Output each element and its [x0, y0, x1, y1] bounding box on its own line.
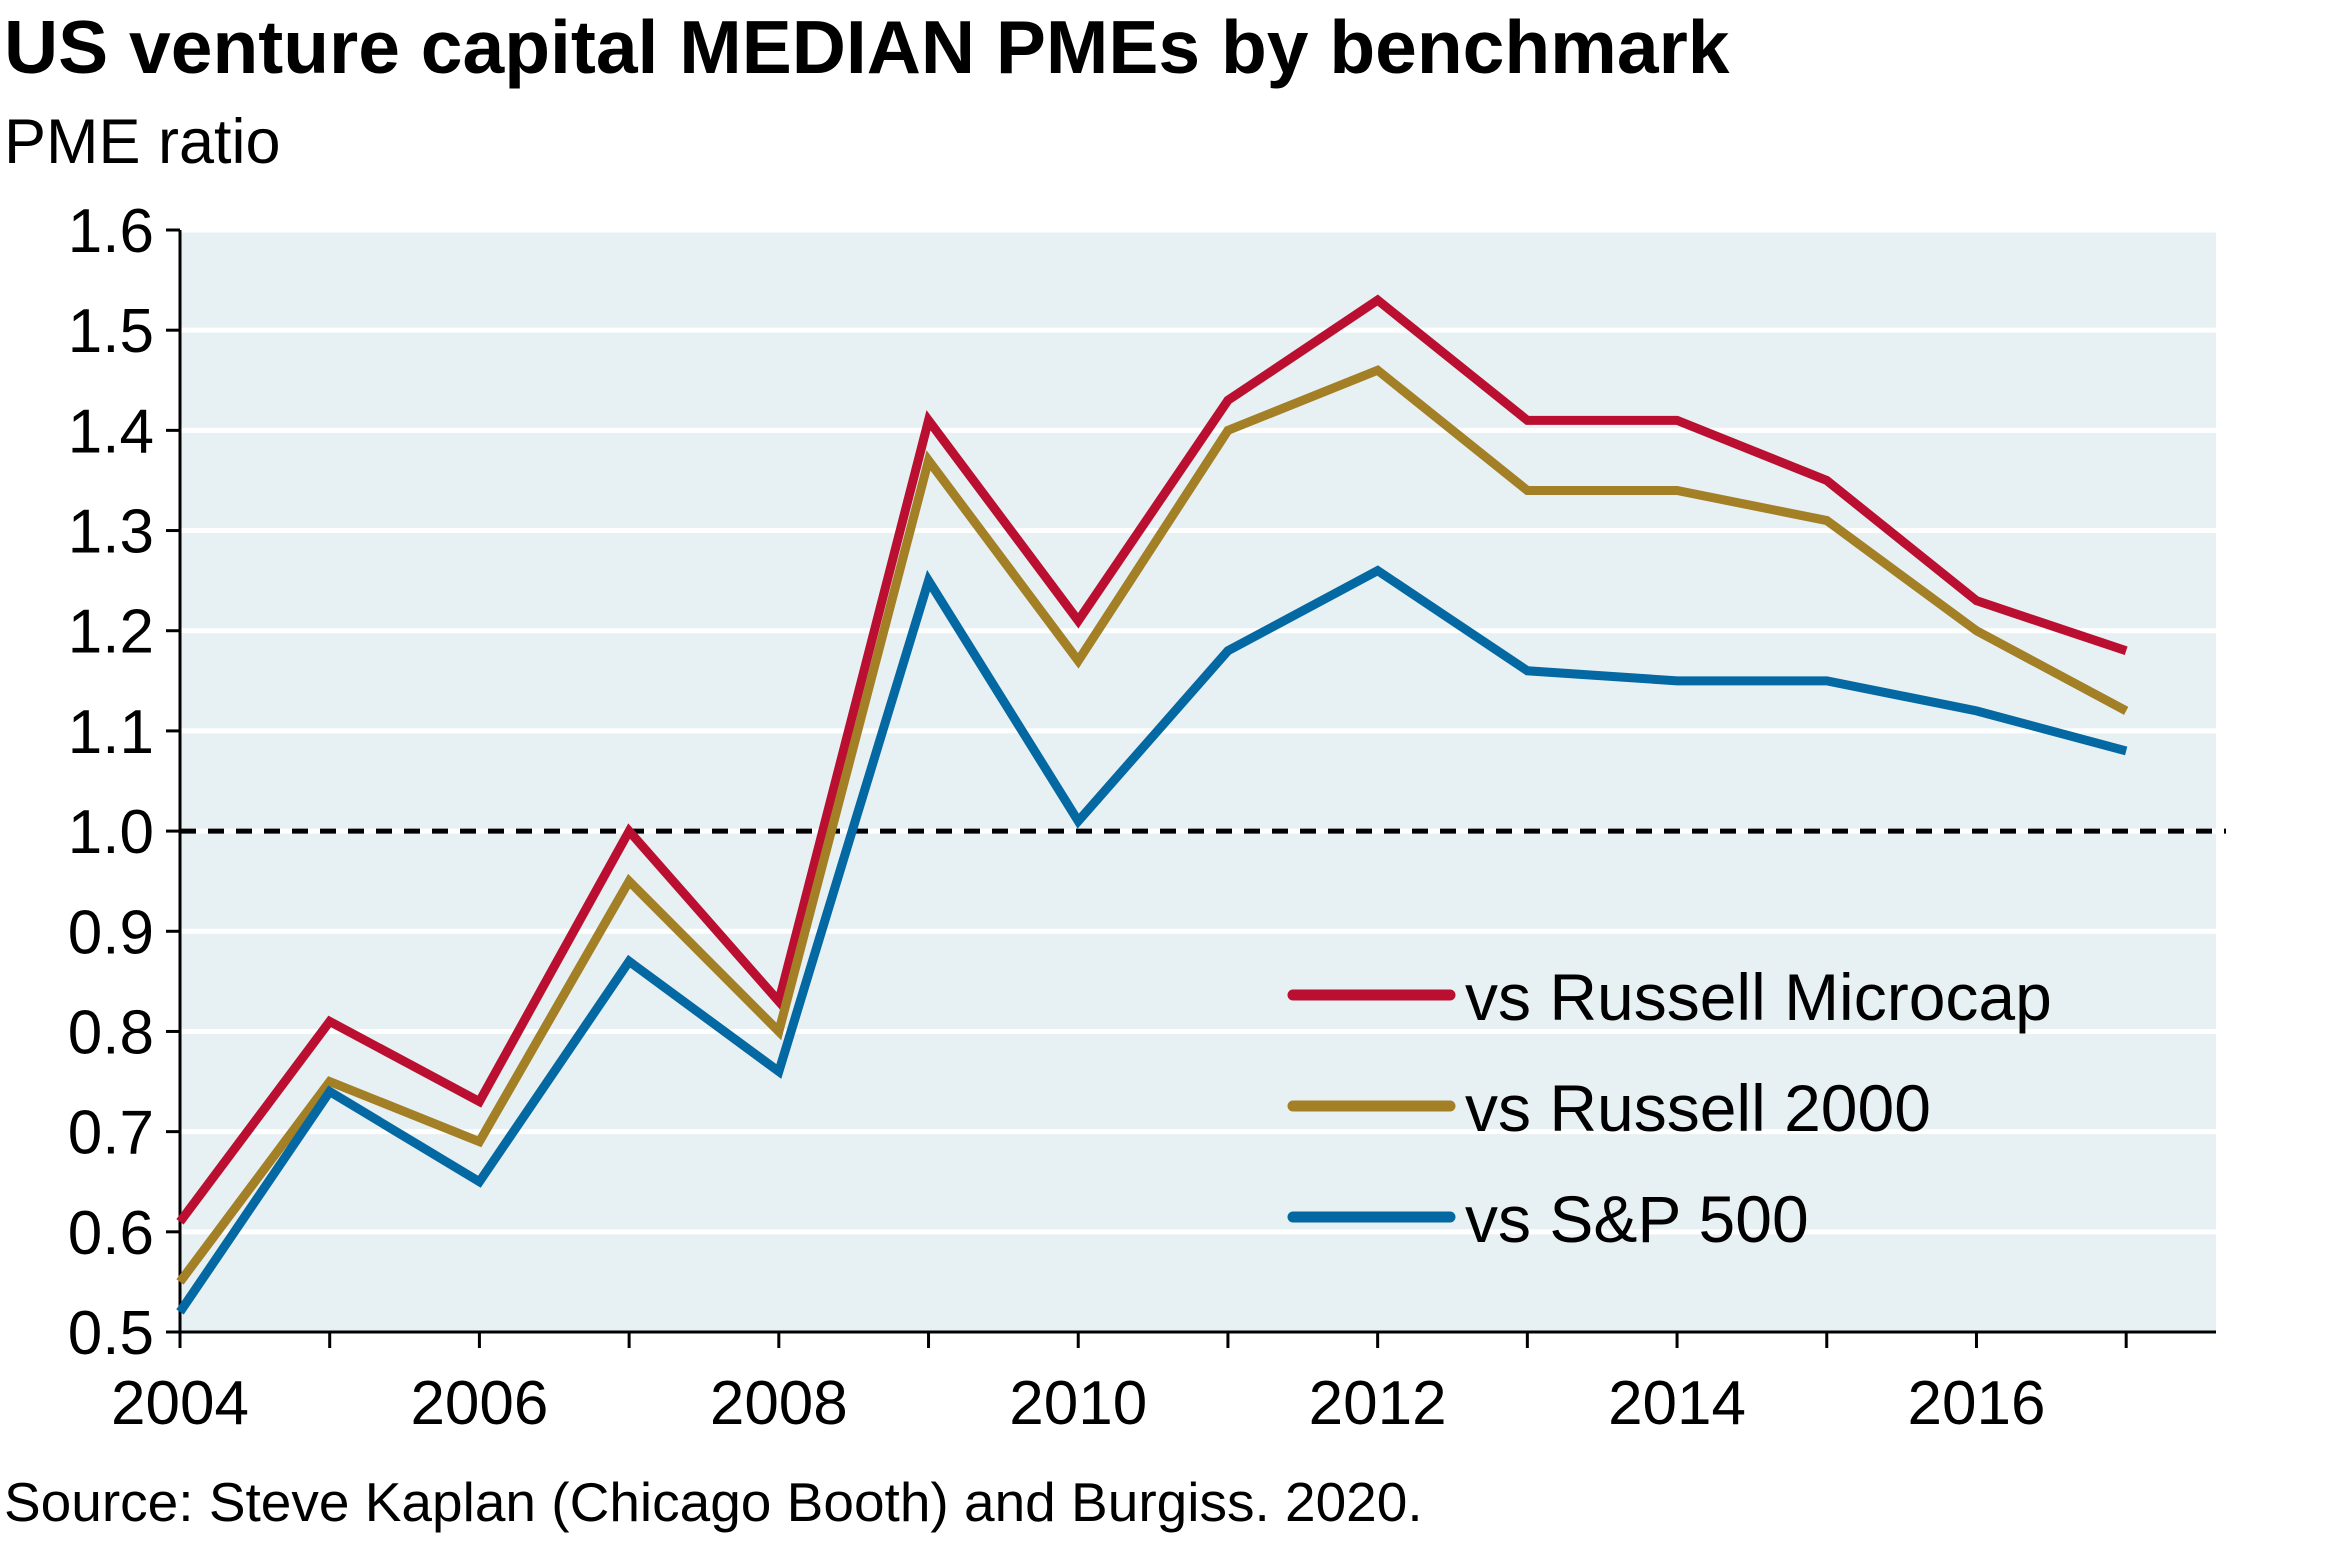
y-tick-label: 0.9 — [68, 898, 154, 967]
x-tick-label: 2016 — [1908, 1369, 2046, 1438]
series-line-2 — [176, 565, 2128, 1315]
x-tick-label: 2006 — [410, 1369, 548, 1438]
y-tick-label: 1.5 — [68, 297, 154, 366]
y-tick-label: 1.1 — [68, 698, 154, 767]
series-line-1 — [176, 365, 2129, 1285]
y-tick-label: 1.3 — [68, 498, 154, 567]
y-tick-label: 0.7 — [68, 1099, 154, 1168]
x-tick-label: 2014 — [1608, 1369, 1746, 1438]
y-tick-label: 0.5 — [68, 1299, 154, 1368]
x-tick-label: 2008 — [710, 1369, 848, 1438]
legend-label: vs Russell Microcap — [1465, 960, 2052, 1034]
plot-background — [180, 230, 2216, 1332]
y-tick-label: 1.6 — [68, 197, 154, 266]
y-tick-label: 0.6 — [68, 1199, 154, 1268]
legend-label: vs S&P 500 — [1465, 1182, 1809, 1256]
y-tick-label: 1.4 — [68, 397, 154, 466]
x-tick-label: 2004 — [111, 1369, 249, 1438]
y-tick-label: 1.2 — [68, 598, 154, 667]
x-tick-label: 2012 — [1309, 1369, 1447, 1438]
y-tick-label: 1.0 — [68, 798, 154, 867]
y-tick-label: 0.8 — [68, 998, 154, 1067]
x-tick-label: 2010 — [1009, 1369, 1147, 1438]
y-axis-label: PME ratio — [4, 107, 281, 177]
legend-label: vs Russell 2000 — [1465, 1071, 1931, 1145]
chart-title: US venture capital MEDIAN PMEs by benchm… — [4, 5, 1730, 89]
source-note: Source: Steve Kaplan (Chicago Booth) and… — [4, 1471, 1423, 1533]
series-line-0 — [176, 294, 2128, 1225]
